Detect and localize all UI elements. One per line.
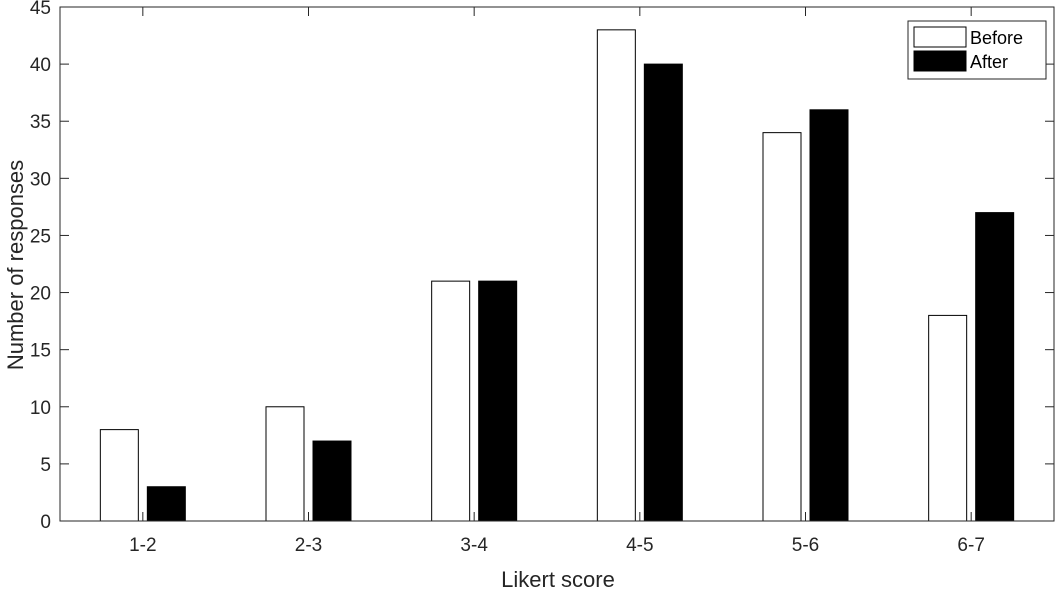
legend-swatch-before bbox=[913, 26, 967, 48]
y-tick-label: 35 bbox=[30, 112, 51, 133]
x-tick-label: 4-5 bbox=[626, 535, 653, 556]
y-tick-label: 20 bbox=[30, 284, 51, 305]
bar-before-2-3 bbox=[265, 406, 305, 522]
bar-after-3-4 bbox=[478, 280, 518, 522]
bar-after-5-6 bbox=[809, 109, 849, 522]
bar-after-4-5 bbox=[643, 63, 683, 522]
bar-before-6-7 bbox=[928, 314, 968, 522]
legend-swatch-after bbox=[913, 50, 967, 72]
y-axis-title: Number of responses bbox=[3, 160, 28, 370]
y-tick-label: 45 bbox=[30, 0, 51, 19]
x-tick-label: 5-6 bbox=[792, 535, 819, 556]
y-tick-label: 5 bbox=[40, 455, 51, 476]
legend-label-before: Before bbox=[970, 28, 1023, 48]
bar-after-1-2 bbox=[146, 486, 186, 522]
bar-before-5-6 bbox=[762, 132, 802, 522]
ticks-layer: 1-2 2-3 3-4 4-5 5-6 6-7 0 5 10 15 20 25 30 35 40 45 bbox=[30, 0, 1054, 556]
legend-label-after: After bbox=[970, 52, 1008, 72]
bar-before-3-4 bbox=[431, 280, 471, 522]
bar-after-6-7 bbox=[975, 212, 1015, 522]
y-tick-label: 10 bbox=[30, 398, 51, 419]
bar-after-2-3 bbox=[312, 440, 352, 522]
y-tick-label: 15 bbox=[30, 341, 51, 362]
bar-before-4-5 bbox=[596, 29, 636, 522]
y-tick-label: 25 bbox=[30, 226, 51, 247]
x-tick-label: 6-7 bbox=[957, 535, 984, 556]
y-tick-label: 0 bbox=[40, 512, 51, 533]
x-axis-title: Likert score bbox=[501, 567, 615, 589]
axes-layer bbox=[59, 6, 1055, 522]
x-tick-label: 3-4 bbox=[460, 535, 488, 556]
bars-layer bbox=[99, 29, 1015, 522]
x-tick-label: 1-2 bbox=[129, 535, 156, 556]
plot-area-frame bbox=[59, 6, 1055, 522]
y-tick-label: 30 bbox=[30, 169, 51, 190]
y-tick-label: 40 bbox=[30, 55, 51, 76]
bar-before-1-2 bbox=[99, 429, 139, 522]
x-tick-label: 2-3 bbox=[295, 535, 322, 556]
legend: Before After bbox=[907, 20, 1047, 80]
